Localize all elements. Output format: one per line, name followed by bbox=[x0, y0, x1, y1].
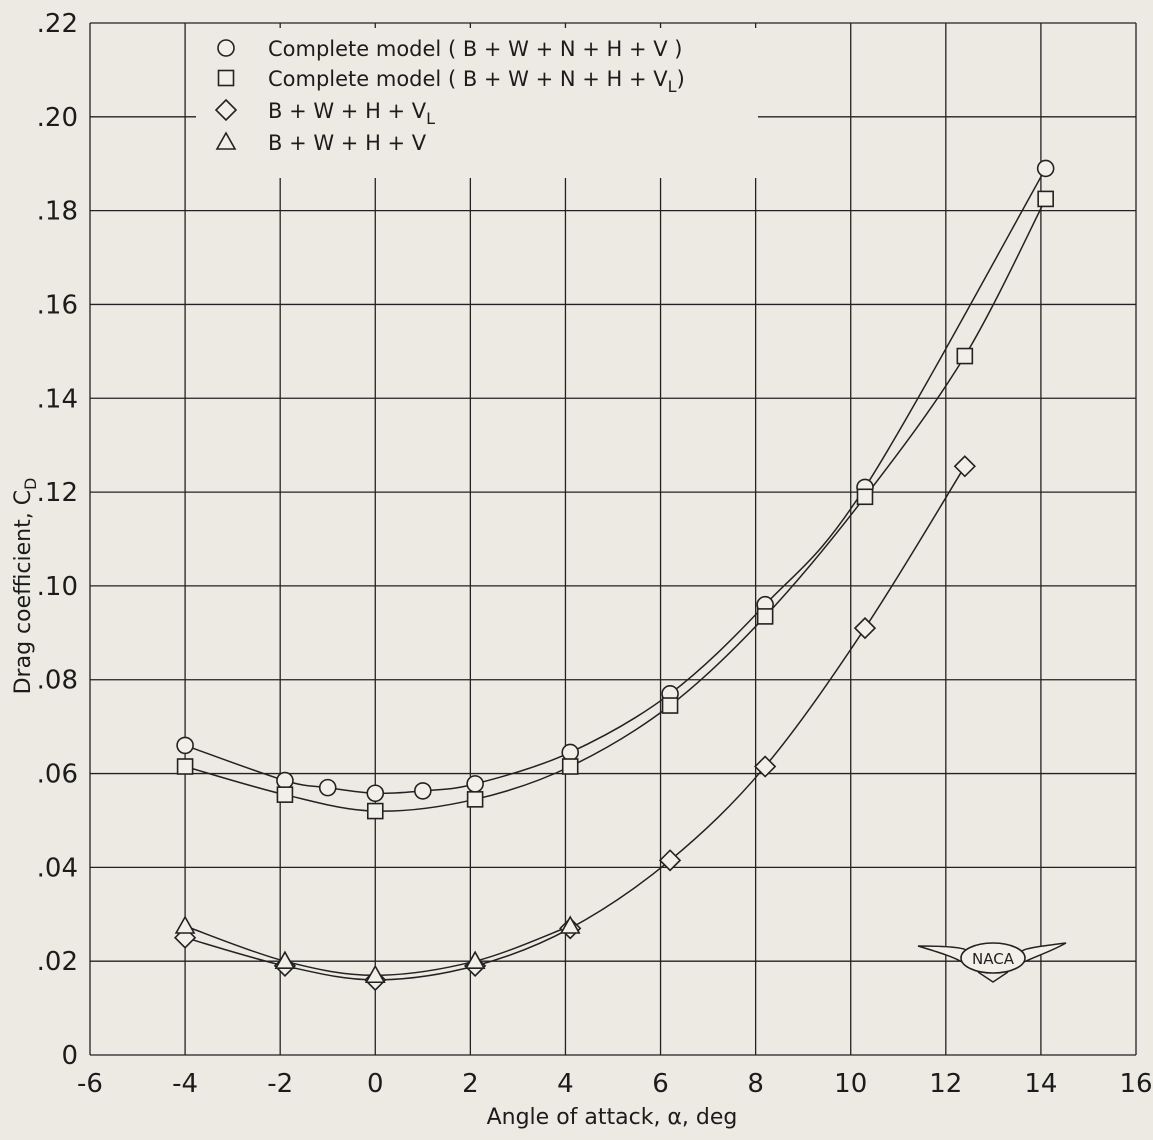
naca-logo: NACA bbox=[917, 942, 1067, 983]
bwhv-point bbox=[464, 950, 486, 969]
y-tick-label: .14 bbox=[37, 384, 78, 414]
complete-model-vl-point bbox=[561, 758, 579, 775]
legend-complete-model-v-marker bbox=[217, 39, 235, 57]
bwhv-point bbox=[274, 950, 296, 969]
x-tick-label: 12 bbox=[929, 1069, 962, 1099]
y-tick-label: .22 bbox=[37, 9, 78, 39]
y-tick-label: .20 bbox=[37, 103, 78, 133]
y-tick-label: .02 bbox=[37, 947, 78, 977]
complete-model-v-point bbox=[276, 771, 294, 790]
x-tick-label: 6 bbox=[652, 1069, 669, 1099]
legend-label-suffix: ) bbox=[677, 67, 685, 91]
legend-label-subscript: L bbox=[426, 109, 435, 128]
legend-label-main: Complete model ( B + W + N + H + V bbox=[268, 67, 668, 91]
bwhv-point bbox=[559, 915, 581, 934]
bwhvl-point bbox=[658, 849, 682, 872]
complete-model-vl-point bbox=[466, 791, 484, 808]
naca-logo-tail bbox=[977, 971, 1009, 983]
legend-bwhvl-marker bbox=[214, 98, 238, 122]
x-tick-label: 10 bbox=[834, 1069, 867, 1099]
x-tick-labels: -6 -4 -2 0 2 4 6 8 10 12 14 16 bbox=[77, 1069, 1153, 1099]
complete-model-v-point bbox=[366, 784, 385, 803]
bwhvl-point bbox=[953, 455, 976, 478]
y-tick-label: .12 bbox=[37, 478, 78, 508]
x-tick-label: 16 bbox=[1119, 1069, 1152, 1099]
complete-model-vl-point bbox=[661, 697, 679, 714]
complete-model-v-point bbox=[561, 743, 580, 762]
legend-label-subscript: L bbox=[668, 77, 677, 96]
x-tick-label: -6 bbox=[77, 1069, 103, 1099]
bwhvl-point bbox=[853, 616, 877, 640]
legend-label-main: Complete model ( B + W + N + H + V ) bbox=[268, 37, 683, 61]
x-axis-title: Angle of attack, α, deg bbox=[487, 1105, 738, 1130]
y-tick-label: .10 bbox=[37, 572, 78, 602]
complete-model-vl-point bbox=[176, 758, 194, 775]
naca-logo-badge bbox=[960, 942, 1026, 974]
complete-model-v-point bbox=[318, 778, 337, 797]
complete-model-v-point bbox=[414, 782, 432, 800]
y-tick-label: 0 bbox=[61, 1041, 78, 1071]
legend: Complete model ( B + W + N + H + V )Comp… bbox=[196, 28, 758, 178]
legend-bwhv-label: B + W + H + V bbox=[268, 131, 427, 155]
y-axis-title-group: Drag coefficient, CD bbox=[11, 478, 40, 695]
y-tick-label: .04 bbox=[37, 853, 78, 883]
y-tick-labels: 0 .02 .04 .06 .08 .10 .12 .14 .16 .18 .20 .22 bbox=[37, 9, 78, 1071]
naca-logo-text: NACA bbox=[972, 950, 1015, 968]
bwhv-point bbox=[174, 915, 196, 934]
y-axis-title-subscript: D bbox=[21, 478, 40, 490]
series-markers bbox=[173, 159, 1055, 992]
legend-bwhv-marker bbox=[215, 131, 237, 150]
x-tick-label: 0 bbox=[367, 1069, 384, 1099]
complete-model-vl-point bbox=[366, 802, 384, 820]
complete-model-v-point bbox=[466, 775, 484, 793]
x-tick-label: -4 bbox=[172, 1069, 198, 1099]
complete-model-vl-point bbox=[756, 608, 774, 625]
y-axis-title-main: Drag coefficient, C bbox=[11, 490, 36, 694]
legend-label-main: B + W + H + V bbox=[268, 99, 427, 123]
legend-background bbox=[196, 28, 758, 178]
complete-model-v-point bbox=[176, 736, 194, 755]
complete-model-vl-point bbox=[276, 786, 294, 803]
complete-model-v-point bbox=[1036, 159, 1055, 178]
x-tick-label: 14 bbox=[1024, 1069, 1057, 1099]
legend-complete-model-vl-label: Complete model ( B + W + N + H + VL) bbox=[268, 67, 685, 96]
y-tick-label: .08 bbox=[37, 666, 78, 696]
bwhv-point bbox=[364, 964, 386, 984]
complete-model-vl-point bbox=[856, 488, 874, 506]
legend-complete-model-v-label: Complete model ( B + W + N + H + V ) bbox=[268, 37, 683, 61]
x-tick-label: -2 bbox=[267, 1069, 293, 1099]
legend-complete-model-vl-marker bbox=[217, 69, 235, 87]
y-tick-label: .18 bbox=[37, 197, 78, 227]
bwhvl-point bbox=[754, 755, 777, 778]
x-tick-label: 4 bbox=[557, 1069, 574, 1099]
x-tick-label: 2 bbox=[462, 1069, 479, 1099]
y-axis-title: Drag coefficient, CD bbox=[11, 478, 40, 695]
complete-model-vl-point bbox=[956, 347, 974, 365]
x-tick-label: 8 bbox=[747, 1069, 764, 1099]
y-tick-label: .06 bbox=[37, 760, 78, 790]
legend-bwhvl-label: B + W + H + VL bbox=[268, 99, 435, 128]
complete-model-vl-point bbox=[1037, 190, 1054, 208]
grid bbox=[89, 22, 1137, 1056]
y-tick-label: .16 bbox=[37, 290, 78, 320]
bwhvl-curve bbox=[184, 465, 966, 981]
legend-label-main: B + W + H + V bbox=[268, 131, 427, 155]
